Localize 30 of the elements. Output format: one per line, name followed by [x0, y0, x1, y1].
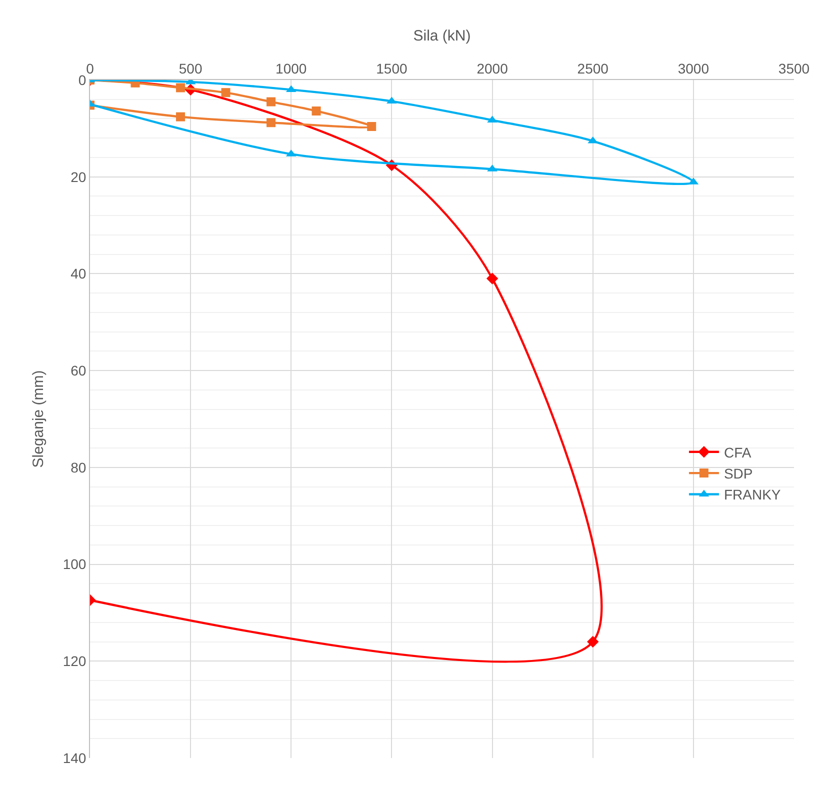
point	[486, 272, 498, 284]
point	[587, 636, 599, 648]
x-tick-label: 1500	[376, 60, 408, 76]
x-tick-label: 2500	[577, 60, 609, 76]
x-tick-label: 3500	[778, 60, 810, 76]
point	[176, 112, 186, 122]
y-tick-label: 100	[62, 556, 86, 572]
x-tick-label: 3000	[678, 60, 710, 76]
y-tick-label: 80	[70, 459, 86, 476]
x-tick-label: 500	[178, 60, 202, 76]
point	[266, 118, 276, 128]
point	[221, 88, 230, 98]
y-axis-title: Sleganje (mm)	[30, 370, 48, 468]
x-axis-title: Sila (kN)	[413, 28, 471, 45]
point	[367, 122, 376, 131]
x-tick-label: 2000	[476, 60, 508, 76]
y-tick-label: 0	[78, 72, 86, 88]
x-tick-label: 1000	[276, 60, 307, 76]
legend-label: FRANKY	[724, 486, 782, 503]
y-tick-label: 140	[62, 750, 86, 766]
legend-label: SDP	[724, 466, 753, 482]
point	[312, 106, 321, 116]
legend-label: CFA	[724, 444, 752, 460]
point	[386, 96, 397, 104]
y-tick-label: 60	[70, 362, 86, 378]
point	[266, 97, 276, 106]
y-tick-label: 20	[70, 168, 86, 185]
y-tick-label: 120	[62, 653, 86, 670]
point	[176, 83, 186, 92]
y-tick-label: 40	[70, 266, 86, 282]
